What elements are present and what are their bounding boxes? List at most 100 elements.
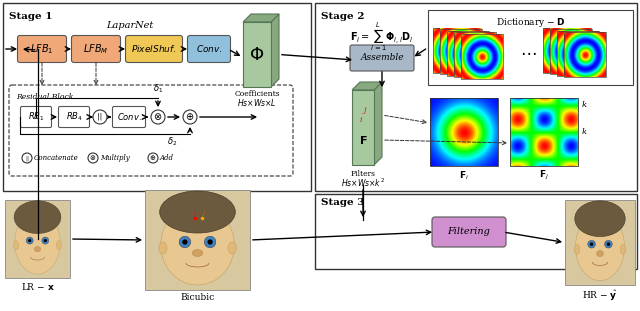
FancyBboxPatch shape — [58, 106, 90, 128]
Ellipse shape — [228, 242, 236, 254]
Ellipse shape — [159, 242, 167, 254]
Polygon shape — [352, 82, 382, 90]
Circle shape — [588, 240, 595, 248]
Ellipse shape — [575, 201, 625, 237]
Text: k: k — [582, 101, 587, 109]
FancyBboxPatch shape — [432, 217, 506, 247]
Text: Concatenate: Concatenate — [34, 154, 79, 162]
Text: $\mathbf{F}_i = \sum_{l=1}^{L} \mathbf{\Phi}_{i,l}\mathbf{D}_l$: $\mathbf{F}_i = \sum_{l=1}^{L} \mathbf{\… — [350, 20, 414, 53]
Text: $\mathbf{F}_j$: $\mathbf{F}_j$ — [539, 169, 549, 182]
Text: LaparNet: LaparNet — [106, 21, 154, 30]
Text: Stage 3: Stage 3 — [321, 198, 364, 207]
FancyBboxPatch shape — [17, 35, 67, 63]
Bar — [315, 3, 637, 191]
Circle shape — [204, 236, 216, 248]
Circle shape — [182, 239, 188, 245]
Text: $\oplus$: $\oplus$ — [149, 154, 157, 163]
Text: $\otimes$: $\otimes$ — [154, 112, 163, 123]
Text: j: j — [364, 106, 366, 114]
Text: $\mathbf{F}_i$: $\mathbf{F}_i$ — [459, 169, 469, 182]
Text: $PixelShuf.$: $PixelShuf.$ — [131, 44, 177, 54]
Text: $\Phi$: $\Phi$ — [250, 45, 264, 63]
Bar — [315, 194, 637, 269]
Text: $\cdots$: $\cdots$ — [520, 43, 536, 61]
Text: $\oplus$: $\oplus$ — [186, 112, 195, 123]
Bar — [557, 31, 599, 76]
Bar — [564, 32, 606, 77]
Circle shape — [148, 153, 158, 163]
Text: Assemble: Assemble — [360, 53, 404, 63]
Text: i: i — [360, 116, 362, 124]
Bar — [145, 190, 250, 290]
Ellipse shape — [575, 213, 625, 281]
Circle shape — [207, 239, 212, 245]
Text: $LFB_1$: $LFB_1$ — [30, 42, 54, 56]
Text: Stage 2: Stage 2 — [321, 12, 365, 21]
Text: Multiply: Multiply — [100, 154, 130, 162]
Text: Dictionary $-$ $\mathbf{D}$: Dictionary $-$ $\mathbf{D}$ — [495, 16, 565, 29]
Text: ||: || — [25, 155, 29, 161]
Circle shape — [179, 236, 191, 248]
Circle shape — [42, 237, 49, 244]
Text: $Hs{\times}Ws{\times}k^2$: $Hs{\times}Ws{\times}k^2$ — [341, 177, 385, 189]
Bar — [543, 28, 585, 73]
Bar — [550, 30, 592, 74]
FancyBboxPatch shape — [20, 106, 51, 128]
Ellipse shape — [56, 241, 61, 250]
Text: $\otimes$: $\otimes$ — [90, 154, 97, 163]
Circle shape — [93, 110, 107, 124]
FancyBboxPatch shape — [9, 85, 293, 176]
Ellipse shape — [160, 191, 236, 233]
Text: $Conv.$: $Conv.$ — [116, 112, 141, 123]
Circle shape — [22, 153, 32, 163]
Circle shape — [607, 243, 610, 246]
Text: k: k — [582, 128, 587, 136]
Text: Bicubic: Bicubic — [180, 293, 214, 302]
Polygon shape — [243, 14, 279, 22]
Circle shape — [590, 243, 593, 246]
Text: $\delta_1$: $\delta_1$ — [153, 82, 163, 95]
Bar — [430, 98, 498, 166]
Ellipse shape — [13, 241, 19, 250]
Circle shape — [605, 240, 612, 248]
Circle shape — [88, 153, 98, 163]
Bar — [428, 10, 633, 85]
Text: $\delta_2$: $\delta_2$ — [167, 136, 177, 148]
Ellipse shape — [574, 244, 580, 254]
Ellipse shape — [192, 249, 203, 257]
Bar — [447, 31, 489, 76]
Text: Residual Block: Residual Block — [16, 93, 74, 101]
Text: Coefficients: Coefficients — [234, 90, 280, 98]
Bar — [510, 98, 578, 166]
Text: Filtering: Filtering — [447, 228, 490, 236]
Bar — [5, 200, 70, 278]
Circle shape — [28, 239, 31, 242]
FancyBboxPatch shape — [125, 35, 182, 63]
Circle shape — [183, 110, 197, 124]
Bar — [352, 90, 374, 165]
Ellipse shape — [14, 201, 61, 234]
Text: $Hs{\times}Ws{\times}L$: $Hs{\times}Ws{\times}L$ — [237, 97, 277, 108]
Text: $RB_4$: $RB_4$ — [65, 111, 83, 123]
Text: HR $-$ $\hat{\mathbf{y}}$: HR $-$ $\hat{\mathbf{y}}$ — [582, 288, 618, 303]
Text: $LFB_M$: $LFB_M$ — [83, 42, 109, 56]
Bar — [243, 22, 271, 87]
Ellipse shape — [161, 205, 234, 285]
Text: ||: || — [97, 113, 102, 121]
Text: Add: Add — [160, 154, 174, 162]
Text: LR $-$ $\mathbf{x}$: LR $-$ $\mathbf{x}$ — [20, 281, 54, 292]
Bar — [433, 28, 475, 73]
Polygon shape — [271, 14, 279, 87]
Bar — [454, 32, 496, 77]
Text: $Conv.$: $Conv.$ — [196, 44, 222, 54]
Text: $RB_1$: $RB_1$ — [28, 111, 44, 123]
Bar — [565, 200, 635, 285]
Circle shape — [44, 239, 47, 242]
Text: $\mathbf{F}$: $\mathbf{F}$ — [358, 133, 367, 146]
Polygon shape — [374, 82, 382, 165]
FancyBboxPatch shape — [188, 35, 230, 63]
Bar — [3, 3, 311, 191]
Text: Stage 1: Stage 1 — [9, 12, 52, 21]
FancyBboxPatch shape — [72, 35, 120, 63]
Ellipse shape — [35, 246, 41, 252]
